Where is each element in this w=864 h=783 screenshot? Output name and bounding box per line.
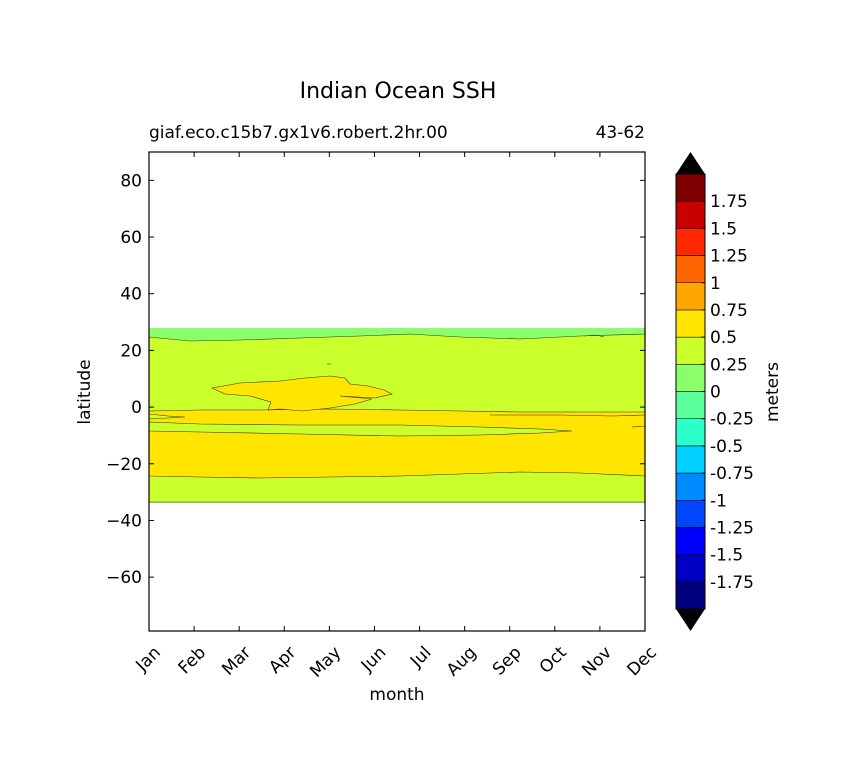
colorbar-swatch (675, 472, 706, 501)
colorbar-swatch (675, 173, 706, 202)
colorbar-tick-label: -1.75 (710, 573, 754, 593)
colorbar-tick-label: 1.5 (710, 219, 737, 239)
colorbar-tick-label: -0.25 (710, 410, 754, 430)
colorbar-swatch (675, 581, 706, 610)
plot-frame (148, 151, 646, 632)
colorbar-swatch (675, 228, 706, 256)
contour-fill (149, 328, 645, 503)
colorbar-extend-min (676, 609, 705, 631)
colorbar-swatch (675, 527, 706, 555)
y-tick-label: −20 (106, 455, 142, 475)
colorbar-tick-label: 1.75 (710, 192, 748, 212)
colorbar-tick-label: -1.25 (710, 518, 754, 538)
chart-subtitle-left: giaf.eco.c15b7.gx1v6.robert.2hr.00 (149, 123, 448, 143)
colorbar-swatch (675, 418, 706, 447)
colorbar-swatch (675, 255, 706, 283)
x-tick-label: Sep (489, 643, 526, 680)
chart-subtitle-right: 43-62 (596, 123, 645, 143)
colorbar-swatch (675, 309, 706, 338)
y-axis: 80 60 40 20 0 −20 −40 −60 (106, 171, 645, 588)
x-tick-label: Apr (265, 643, 300, 678)
y-tick-label: −40 (106, 511, 142, 531)
x-tick-label: Aug (443, 643, 481, 681)
contour-line-dec (631, 425, 645, 428)
colorbar-tick-label: 0.5 (710, 328, 737, 348)
contour-stripe-small (149, 413, 186, 420)
colorbar-label: meters (763, 362, 783, 422)
x-tick-label: Mar (218, 643, 255, 680)
colorbar-extend-max (676, 152, 705, 174)
colorbar-tick-label: 1.25 (710, 247, 748, 267)
y-tick-label: 40 (120, 285, 142, 305)
colorbar-swatch (675, 554, 706, 583)
colorbar-tick-label: -1 (710, 491, 727, 511)
colorbar-swatch (675, 391, 706, 419)
x-tick-label: Dec (624, 643, 661, 680)
chart-title: Indian Ocean SSH (300, 79, 497, 104)
colorbar-tick-label: 1 (710, 274, 721, 294)
colorbar: 1.75 1.5 1.25 1 0.75 0.5 0.25 0 -0.25 -0.5 -0.75 -1… (675, 152, 754, 631)
colorbar-swatch (675, 364, 706, 392)
colorbar-swatch (675, 200, 706, 229)
colorbar-swatch (675, 336, 706, 365)
x-tick-label: Jan (132, 643, 165, 676)
y-tick-label: −60 (106, 568, 142, 588)
colorbar-swatch (675, 445, 706, 474)
contour-line-east (490, 414, 645, 417)
x-tick-label: Jul (406, 643, 435, 672)
colorbar-tick-label: 0 (710, 383, 721, 403)
colorbar-tick-label: 0.25 (710, 355, 748, 375)
y-tick-label: 20 (120, 341, 142, 361)
colorbar-tick-label: 0.75 (710, 301, 748, 321)
colorbar-swatch (675, 500, 706, 528)
x-tick-label: Feb (175, 643, 210, 678)
contour-line-nov (583, 334, 605, 338)
contour-band-0.5-0.75-lobe (211, 375, 393, 412)
y-tick-label: 0 (131, 398, 142, 418)
y-axis-label: latitude (75, 359, 95, 424)
y-tick-label: 60 (120, 228, 142, 248)
x-tick-label: Nov (578, 643, 616, 681)
contour-band-0.5-0.75-main (149, 408, 645, 479)
colorbar-tick-label: -1.5 (710, 546, 743, 566)
y-tick-label: 80 (120, 171, 142, 191)
colorbar-swatch (675, 282, 706, 311)
colorbar-tick-label: -0.5 (710, 437, 743, 457)
colorbar-tick-label: -0.75 (710, 464, 754, 484)
x-axis-label: month (369, 685, 424, 705)
x-tick-label: Oct (536, 643, 571, 678)
x-tick-label: Jun (357, 643, 391, 677)
contour-stripe-0.25-0.5 (149, 421, 573, 437)
x-tick-label: May (306, 643, 345, 682)
